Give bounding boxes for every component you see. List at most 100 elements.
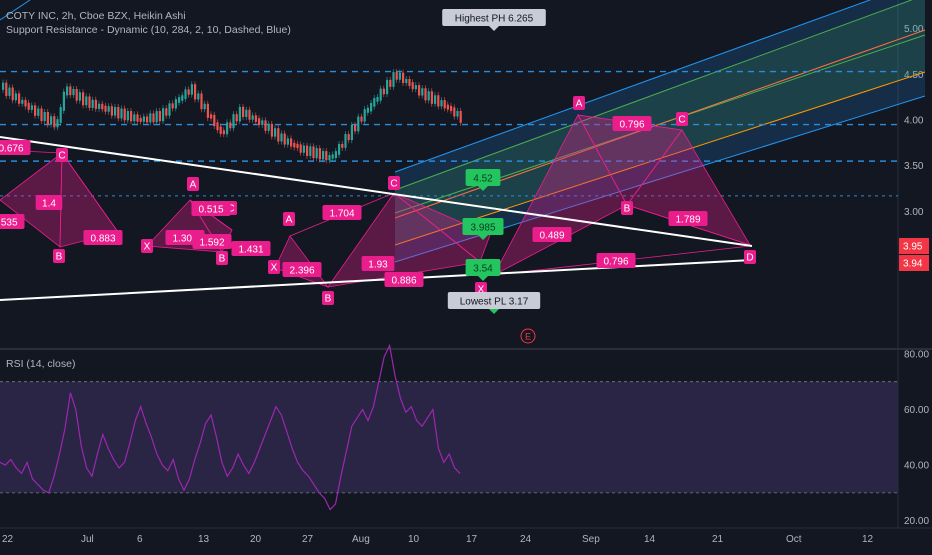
pattern-point-label: X — [144, 242, 151, 253]
channel-line — [394, 71, 926, 246]
pattern-leg — [61, 152, 119, 233]
pattern-point-label: C — [390, 179, 397, 190]
candle — [373, 98, 376, 107]
candle — [158, 111, 161, 122]
pattern-point-label: B — [325, 294, 332, 305]
ratio-label-box — [322, 205, 362, 220]
candle — [2, 82, 5, 90]
ratio-label: 0.883 — [90, 234, 115, 245]
ratio-label: 1.789 — [675, 215, 700, 226]
channel-line — [0, 0, 31, 21]
candle — [46, 112, 49, 125]
candle — [219, 126, 222, 134]
candle — [392, 72, 395, 87]
candle — [162, 108, 165, 122]
candle — [88, 96, 91, 108]
pattern-point-label: D — [746, 253, 753, 264]
candle — [322, 151, 325, 160]
candle — [213, 114, 216, 127]
candle — [274, 128, 277, 137]
candle — [178, 97, 181, 103]
price-tick-label: 5.00 — [904, 24, 924, 35]
candle — [398, 72, 401, 80]
candle — [232, 114, 235, 129]
pattern-point-marker — [283, 212, 295, 226]
pattern-point-marker — [573, 96, 585, 110]
candle — [376, 96, 379, 102]
candle — [117, 107, 120, 119]
candle — [354, 124, 357, 132]
candle — [290, 138, 293, 147]
candle — [184, 89, 187, 99]
candle — [318, 148, 321, 160]
candle — [414, 85, 417, 90]
candle — [21, 99, 24, 104]
pattern-point-label: C — [58, 151, 65, 162]
candle — [146, 116, 149, 123]
candle — [30, 105, 33, 110]
candle — [302, 145, 305, 153]
candle — [251, 115, 254, 120]
candle — [37, 108, 40, 116]
pattern-point-label: A — [286, 215, 293, 226]
candle — [194, 84, 197, 100]
candle — [226, 122, 229, 135]
candle — [248, 109, 251, 120]
rsi-legend: RSI (14, close) — [6, 358, 76, 370]
candle — [235, 114, 238, 122]
candle — [370, 102, 373, 112]
candle — [18, 93, 21, 104]
candle — [245, 109, 248, 118]
candle — [50, 116, 53, 125]
ratio-label-box — [532, 227, 572, 242]
price-badge — [899, 238, 929, 254]
candle — [14, 93, 17, 101]
candle — [130, 111, 133, 122]
candle — [139, 117, 142, 122]
candle — [72, 89, 75, 96]
target-label-pointer — [478, 235, 488, 240]
candle — [69, 86, 72, 96]
candle — [395, 72, 398, 80]
candle — [43, 112, 46, 122]
candle — [424, 88, 427, 101]
candle — [152, 113, 155, 123]
candle — [91, 99, 94, 108]
candle — [85, 96, 88, 106]
candle — [168, 103, 171, 116]
ratio-label: 1.592 — [199, 238, 224, 249]
candle — [203, 103, 206, 110]
candle — [421, 88, 424, 96]
candle — [142, 116, 145, 122]
ratio-label: 0.796 — [603, 257, 628, 268]
target-label: 3.985 — [470, 223, 495, 234]
pattern-point-marker — [268, 260, 280, 274]
candle — [27, 102, 30, 110]
candle — [133, 114, 136, 122]
candle — [402, 72, 405, 84]
candle — [149, 113, 152, 123]
level-label-box — [447, 292, 541, 309]
candle — [222, 130, 225, 135]
price-tick-label: 4.00 — [904, 116, 924, 127]
price-badge-label: 3.94 — [903, 259, 923, 270]
time-tick-label: 22 — [2, 534, 14, 545]
candle — [200, 93, 203, 110]
candle — [299, 144, 302, 153]
candle — [24, 99, 27, 107]
candle — [78, 92, 81, 101]
time-tick-label: 14 — [644, 534, 656, 545]
candle — [11, 87, 14, 101]
candle — [357, 116, 360, 132]
pattern-point-marker — [744, 250, 756, 264]
ratio-label: 1.704 — [329, 209, 354, 220]
candle — [341, 143, 344, 148]
candle — [440, 100, 443, 107]
pattern-point-label: A — [190, 180, 197, 191]
candle — [277, 128, 280, 142]
candle — [405, 79, 408, 84]
ratio-label: 1.93 — [368, 260, 388, 271]
candle — [459, 110, 462, 123]
